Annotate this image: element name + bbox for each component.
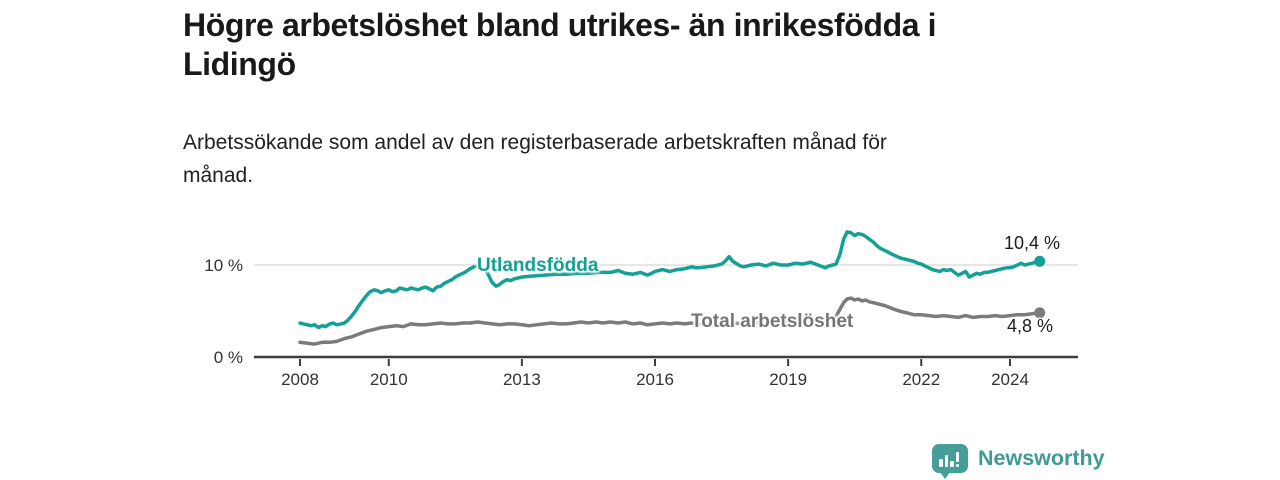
series-label-utlandsfodda: Utlandsfödda [477,255,599,276]
end-value-label-utlandsfodda: 10,4 % [1004,233,1061,253]
x-tick-label: 2008 [281,370,319,389]
end-value-label-total: 4,8 % [1007,316,1054,336]
series-end-dot-utlandsfodda [1034,255,1046,267]
series-line-utlandsfodda [298,230,1042,330]
series-end-dot-total [1034,307,1046,319]
chart-subtitle: Arbetssökande som andel av den registerb… [183,126,1063,192]
y-tick-label: 10 % [204,256,243,275]
series-line-total [298,296,1042,346]
bar-chart-glyph [939,451,959,467]
newsworthy-logo-icon [932,444,968,479]
series-label-total-arbetsloshet: Total arbetslöshet [691,311,854,332]
subtitle-line-2: månad. [183,164,254,187]
subtitle-line-1: Arbetssökande som andel av den registerb… [183,131,887,154]
exclamation-glyph [955,451,959,467]
x-tick-label: 2022 [902,370,940,389]
page-title: Högre arbetslöshet bland utrikes- än inr… [183,6,1103,84]
x-tick-label: 2016 [636,370,674,389]
title-line-2: Lidingö [183,46,296,82]
x-tick-label: 2013 [503,370,541,389]
brand-name: Newsworthy [978,446,1105,470]
x-tick-label: 2019 [769,370,807,389]
newsworthy-branding: Newsworthy [932,444,1105,480]
y-tick-label: 0 % [214,348,243,367]
x-tick-label: 2024 [991,370,1029,389]
title-line-1: Högre arbetslöshet bland utrikes- än inr… [183,7,937,43]
x-tick-label: 2010 [370,370,408,389]
